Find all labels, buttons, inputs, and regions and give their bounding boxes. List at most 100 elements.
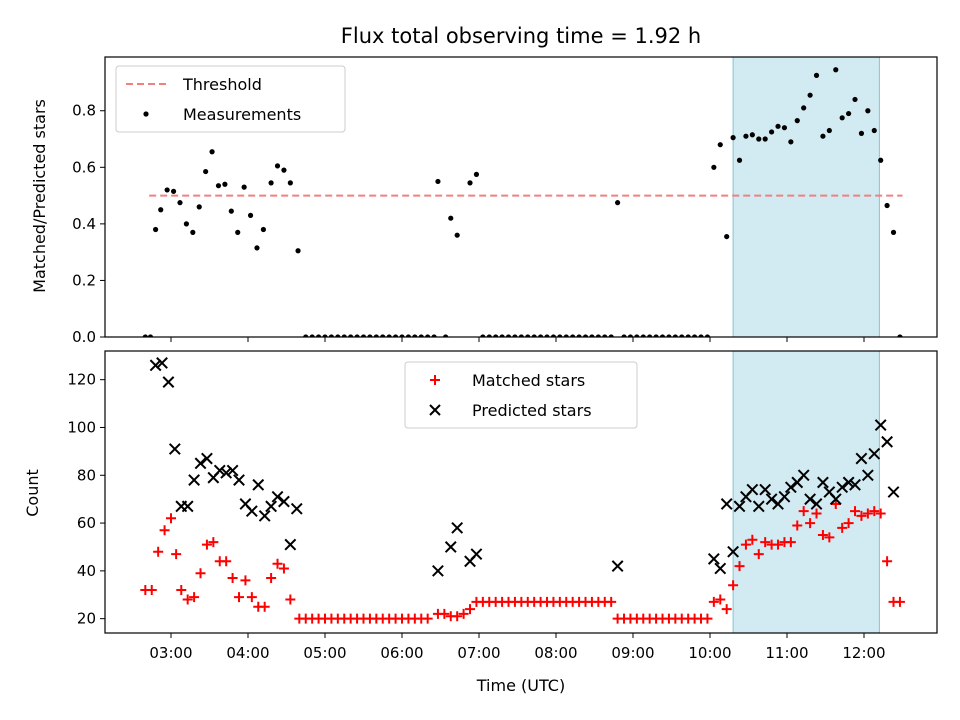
data-point [829, 493, 842, 506]
data-point [405, 334, 412, 337]
data-point [740, 539, 751, 550]
data-point [525, 334, 531, 337]
data-point [147, 334, 154, 337]
data-point [265, 500, 278, 513]
data-point [451, 521, 464, 534]
data-point [890, 229, 897, 235]
data-point [259, 601, 270, 612]
data-point [354, 334, 360, 337]
data-point [142, 334, 148, 337]
data-point [328, 334, 335, 337]
data-point [146, 584, 157, 595]
data-point [222, 181, 228, 187]
data-point [615, 200, 621, 206]
data-point [817, 530, 828, 541]
data-point [788, 139, 794, 145]
x-tick-label: 09:00 [611, 644, 654, 662]
data-point [240, 575, 251, 586]
data-point [234, 592, 245, 603]
data-point [392, 334, 399, 337]
data-point [871, 127, 877, 134]
y-tick-label: 100 [67, 418, 96, 436]
data-point [227, 573, 238, 584]
data-point [647, 334, 653, 337]
data-point [303, 334, 309, 337]
data-point [246, 592, 257, 603]
data-point [544, 334, 550, 337]
data-point [746, 483, 759, 496]
data-point [348, 334, 354, 337]
data-point [717, 142, 723, 148]
data-point [817, 476, 829, 489]
data-point [480, 334, 486, 337]
data-point [728, 580, 739, 591]
data-point [531, 334, 537, 337]
y-tick-label: 0.8 [72, 102, 96, 120]
data-point [707, 553, 720, 565]
data-point [188, 474, 201, 486]
data-point [380, 334, 386, 337]
data-point [659, 334, 666, 337]
data-point [458, 608, 469, 619]
data-point [734, 561, 745, 572]
bottom-panel: 20 40 60 80 100 120 03:00 04:00 05:00 06:00 07:00 0… [67, 350, 938, 662]
highlight-span [732, 56, 880, 338]
data-point [711, 164, 717, 170]
data-point [606, 596, 617, 607]
data-point [839, 115, 845, 121]
data-point [878, 157, 884, 163]
data-point [621, 334, 627, 337]
y-tick-label: 0.6 [72, 158, 96, 176]
data-point [640, 334, 646, 337]
data-point [309, 334, 315, 337]
data-point [425, 334, 431, 337]
data-point [258, 509, 271, 522]
data-point [804, 493, 817, 506]
data-point [201, 539, 212, 550]
x-tick-label: 03:00 [149, 644, 192, 662]
data-point [611, 560, 624, 572]
legend: Matched stars Predicted stars [404, 361, 638, 429]
data-point [220, 466, 233, 479]
data-point [856, 510, 867, 521]
y-tick-label: 0.0 [72, 328, 96, 346]
data-point [570, 334, 576, 337]
data-point [753, 549, 764, 560]
data-point [798, 506, 809, 517]
data-point [868, 447, 881, 460]
data-point [769, 129, 775, 135]
data-point [824, 532, 835, 543]
data-point [698, 334, 704, 337]
legend-marker [430, 375, 440, 385]
data-point [692, 334, 698, 337]
data-point [897, 334, 903, 337]
data-point [284, 538, 297, 551]
data-point [781, 125, 788, 131]
data-point [862, 508, 873, 519]
data-point [820, 133, 826, 139]
data-point [158, 207, 164, 213]
data-point [176, 584, 187, 595]
data-point [252, 478, 265, 491]
data-point [634, 334, 640, 337]
data-point [168, 443, 181, 455]
data-point [164, 187, 170, 193]
data-point [245, 505, 258, 518]
data-point [785, 537, 796, 548]
data-point [422, 613, 433, 624]
data-point [778, 490, 791, 503]
chart-title: Flux total observing time = 1.92 h [341, 24, 701, 48]
data-point [842, 476, 855, 489]
data-point [861, 469, 874, 482]
data-point [149, 359, 162, 372]
data-point [190, 229, 196, 235]
data-point [672, 334, 678, 337]
data-point [448, 215, 454, 221]
data-point [247, 212, 254, 218]
data-point [260, 226, 266, 233]
data-point [486, 334, 492, 337]
data-point [226, 464, 239, 477]
data-point [435, 178, 441, 185]
data-point [159, 525, 170, 536]
data-point [760, 537, 771, 548]
